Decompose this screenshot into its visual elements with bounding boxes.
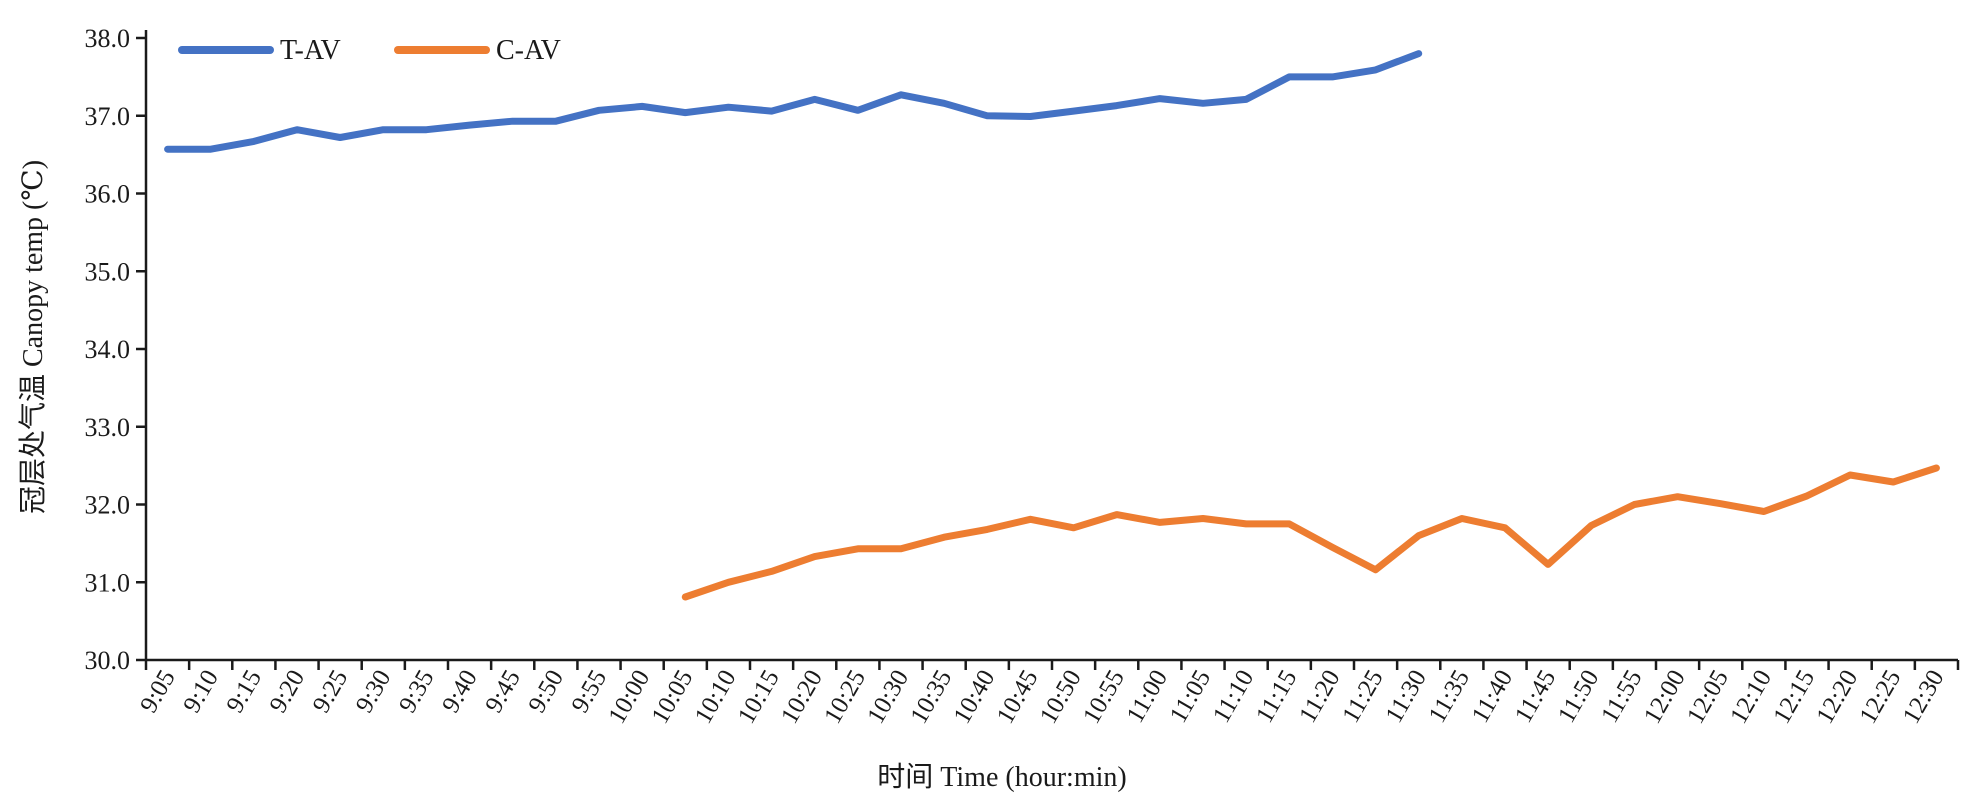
y-tick-label: 37.0	[85, 102, 131, 131]
x-tick-label: 9:35	[394, 666, 440, 718]
x-tick-label: 11:15	[1251, 666, 1302, 728]
x-tick-label: 9:50	[523, 666, 569, 718]
y-tick-label: 33.0	[85, 413, 131, 442]
x-tick-label: 12:05	[1682, 666, 1734, 729]
x-tick-label: 9:25	[308, 666, 354, 718]
x-tick-label: 12:00	[1639, 666, 1691, 729]
x-tick-label: 10:10	[690, 666, 742, 729]
x-tick-label: 9:15	[221, 666, 267, 718]
y-tick-label: 31.0	[85, 568, 131, 597]
x-tick-label: 11:30	[1381, 666, 1432, 728]
x-tick-label: 12:20	[1811, 666, 1863, 729]
x-tick-label: 9:20	[265, 666, 311, 718]
x-tick-label: 10:55	[1078, 666, 1130, 729]
y-tick-label: 35.0	[85, 257, 131, 286]
x-axis-title: 时间 Time (hour:min)	[877, 761, 1126, 793]
x-tick-label: 11:35	[1424, 666, 1475, 728]
series-line-t-av	[164, 50, 1423, 153]
x-tick-label: 10:25	[819, 666, 871, 729]
x-tick-label: 10:00	[603, 666, 655, 729]
x-tick-label: 12:25	[1855, 666, 1907, 729]
x-tick-label: 10:40	[949, 665, 1001, 728]
x-tick-label: 10:05	[647, 666, 699, 729]
x-tick-label: 11:55	[1596, 666, 1647, 728]
x-tick-label: 12:15	[1768, 666, 1820, 729]
y-tick-label: 38.0	[85, 24, 131, 53]
x-tick-label: 10:30	[862, 666, 914, 729]
x-tick-label: 10:50	[1035, 666, 1087, 729]
x-tick-label: 10:20	[776, 666, 828, 729]
x-tick-label: 10:15	[733, 666, 785, 729]
x-tick-label: 11:05	[1165, 666, 1216, 728]
x-axis-ticks: 9:059:109:159:209:259:309:359:409:459:50…	[135, 660, 1960, 729]
x-tick-label: 11:50	[1553, 666, 1604, 728]
y-tick-label: 32.0	[85, 491, 131, 520]
x-tick-label: 10:35	[905, 666, 957, 729]
x-tick-label: 9:10	[178, 666, 224, 718]
x-tick-label: 12:10	[1725, 666, 1777, 729]
x-tick-label: 11:40	[1467, 666, 1518, 728]
y-axis-title: 冠层处气温 Canopy temp (℃)	[17, 160, 49, 514]
x-tick-label: 11:20	[1294, 666, 1345, 728]
x-tick-label: 9:40	[437, 666, 483, 718]
y-tick-label: 36.0	[85, 180, 131, 209]
y-tick-label: 30.0	[85, 646, 131, 675]
legend-label-t-av: T-AV	[280, 35, 341, 66]
x-tick-label: 12:30	[1898, 666, 1950, 729]
series-layer	[164, 50, 1940, 601]
x-tick-label: 10:45	[992, 666, 1044, 729]
x-tick-label: 9:45	[480, 666, 526, 718]
legend: T-AV C-AV	[178, 35, 561, 66]
plot-area: 30.0 31.0 32.0 33.0 34.0 35.0 36.0 37.0 38.0 9:0…	[85, 24, 1960, 729]
x-tick-label: 11:00	[1122, 666, 1173, 728]
x-tick-label: 11:25	[1337, 666, 1388, 728]
x-tick-label: 9:05	[135, 666, 181, 718]
y-axis-ticks: 30.0 31.0 32.0 33.0 34.0 35.0 36.0 37.0 38.0	[85, 24, 146, 675]
x-tick-label: 11:10	[1208, 666, 1259, 728]
legend-label-c-av: C-AV	[496, 35, 561, 66]
series-line-c-av	[681, 464, 1940, 601]
x-tick-label: 11:45	[1510, 666, 1561, 728]
x-tick-label: 9:30	[351, 666, 397, 718]
y-tick-label: 34.0	[85, 335, 131, 364]
